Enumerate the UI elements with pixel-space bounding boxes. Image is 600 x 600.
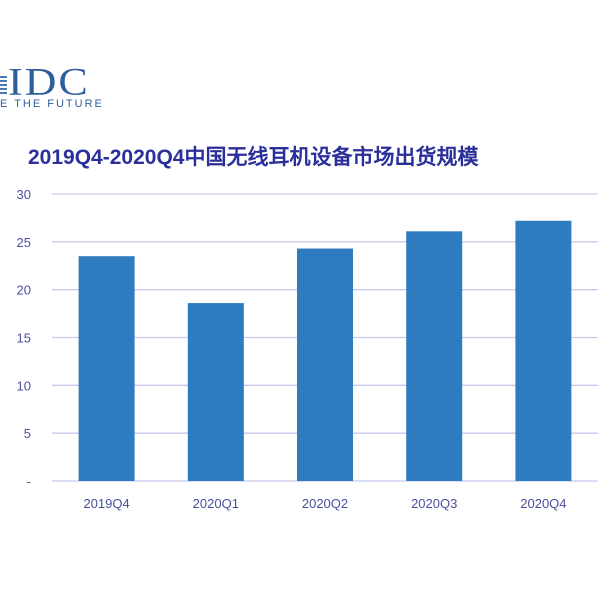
y-tick-label: - (27, 474, 31, 489)
x-axis-tick-labels: 2019Q4 2020Q1 2020Q2 2020Q3 2020Q4 (83, 496, 566, 511)
y-tick-label: 10 (17, 378, 31, 393)
x-tick-label: 2020Q2 (302, 496, 348, 511)
bar (297, 248, 353, 481)
y-tick-label: 30 (17, 187, 31, 202)
x-tick-label: 2020Q4 (520, 496, 566, 511)
y-tick-label: 25 (17, 235, 31, 250)
y-tick-label: 5 (24, 426, 31, 441)
y-tick-label: 15 (17, 331, 31, 346)
bar (515, 220, 572, 481)
y-axis-tick-labels: - 5 10 15 20 25 30 (17, 187, 31, 489)
bar (406, 231, 463, 481)
y-tick-label: 20 (17, 283, 31, 298)
x-tick-label: 2019Q4 (83, 496, 129, 511)
bar (78, 256, 135, 481)
chart-title: 2019Q4-2020Q4中国无线耳机设备市场出货规模 (28, 146, 479, 169)
bar (187, 303, 244, 481)
idc-logo: IDC E THE FUTURE (0, 58, 110, 114)
x-tick-label: 2020Q3 (411, 496, 457, 511)
logo-stripes-icon (0, 76, 7, 96)
x-tick-label: 2020Q1 (193, 496, 239, 511)
logo-mark: IDC (8, 59, 90, 104)
logo-tagline: E THE FUTURE (0, 98, 104, 110)
bars (78, 220, 572, 481)
